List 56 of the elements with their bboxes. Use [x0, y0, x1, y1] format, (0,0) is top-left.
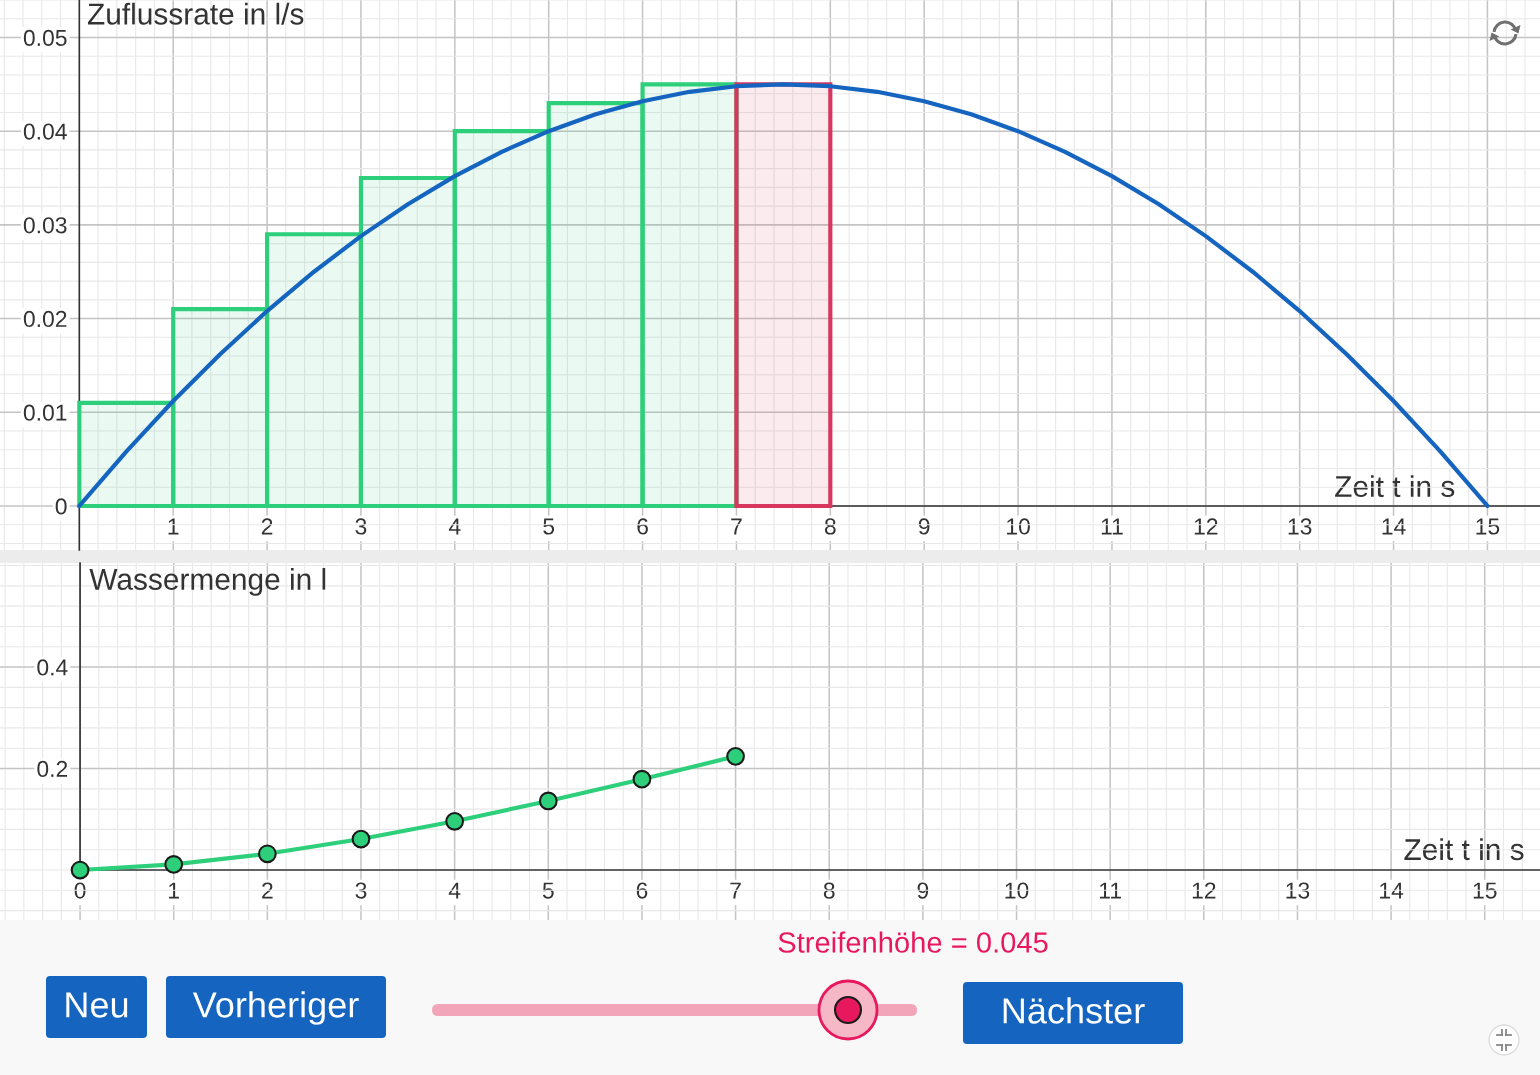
- y-tick-label: 0.4: [37, 659, 68, 676]
- x-tick-label: 13: [1288, 518, 1312, 535]
- x-tick-label: 2: [261, 518, 273, 535]
- x-tick-label: 12: [1192, 882, 1216, 899]
- point: [257, 844, 277, 864]
- x-tick-label: 5: [543, 518, 555, 535]
- text: Neu: [66, 992, 128, 1018]
- x-tick-label: 9: [918, 518, 930, 535]
- x-tick-label: 5: [542, 882, 554, 899]
- x-tick-label: 4: [448, 518, 461, 535]
- x-tick-label: 11: [1101, 518, 1123, 535]
- point: [726, 746, 745, 766]
- x-tick-label: 13: [1286, 882, 1310, 899]
- x-tick-label: 7: [730, 882, 741, 899]
- x-axis-title: Zeit t in s: [1335, 475, 1455, 498]
- y-tick-label: 0.05: [23, 29, 67, 47]
- x-tick-label: 2: [262, 882, 273, 899]
- x-tick-label: 10: [1005, 882, 1029, 899]
- y-tick-label: 0.04: [23, 123, 67, 140]
- x-tick-label: 7: [731, 518, 742, 535]
- point: [632, 769, 652, 789]
- x-tick-label: 9: [917, 882, 929, 899]
- x-tick-label: 0: [74, 882, 86, 899]
- point: [164, 855, 184, 874]
- x-tick-label: 8: [823, 882, 835, 899]
- x-tick-label: 6: [637, 518, 648, 535]
- x-tick-label: 6: [636, 882, 648, 899]
- point: [538, 791, 558, 811]
- x-tick-label: 15: [1476, 518, 1500, 535]
- point: [445, 811, 465, 831]
- point: [351, 829, 371, 849]
- x-tick-label: 14: [1380, 882, 1404, 899]
- y-tick-label: 0: [55, 498, 67, 515]
- text: Vorheriger: [192, 991, 359, 1025]
- y-tick-label: 0.02: [23, 310, 67, 328]
- point: [70, 860, 90, 880]
- x-tick-label: 11: [1100, 882, 1121, 899]
- x-tick-label: 10: [1007, 518, 1030, 535]
- x-tick-label: 12: [1194, 518, 1218, 535]
- x-tick-label: 4: [448, 882, 461, 899]
- y-axis-title: Zuflussrate in l/s: [87, 2, 304, 25]
- x-tick-label: 15: [1473, 882, 1497, 899]
- y-tick-label: 0.01: [23, 404, 67, 421]
- y-tick-label: 0.03: [23, 217, 67, 234]
- text: Nächster: [1003, 997, 1145, 1024]
- x-tick-label: 3: [355, 882, 367, 899]
- line-series: [77, 82, 1490, 509]
- text: Streifenhöhe = 0.045: [778, 931, 1048, 953]
- x-tick-label: 1: [169, 882, 179, 899]
- x-axis-title: Zeit t in s: [1404, 838, 1524, 861]
- y-axis-title: Wassermenge in l: [89, 568, 326, 596]
- x-tick-label: 8: [824, 518, 836, 535]
- x-tick-label: 3: [355, 518, 367, 535]
- x-tick-label: 14: [1382, 518, 1406, 535]
- x-tick-label: 1: [168, 518, 179, 535]
- y-tick-label: 0.2: [37, 760, 68, 778]
